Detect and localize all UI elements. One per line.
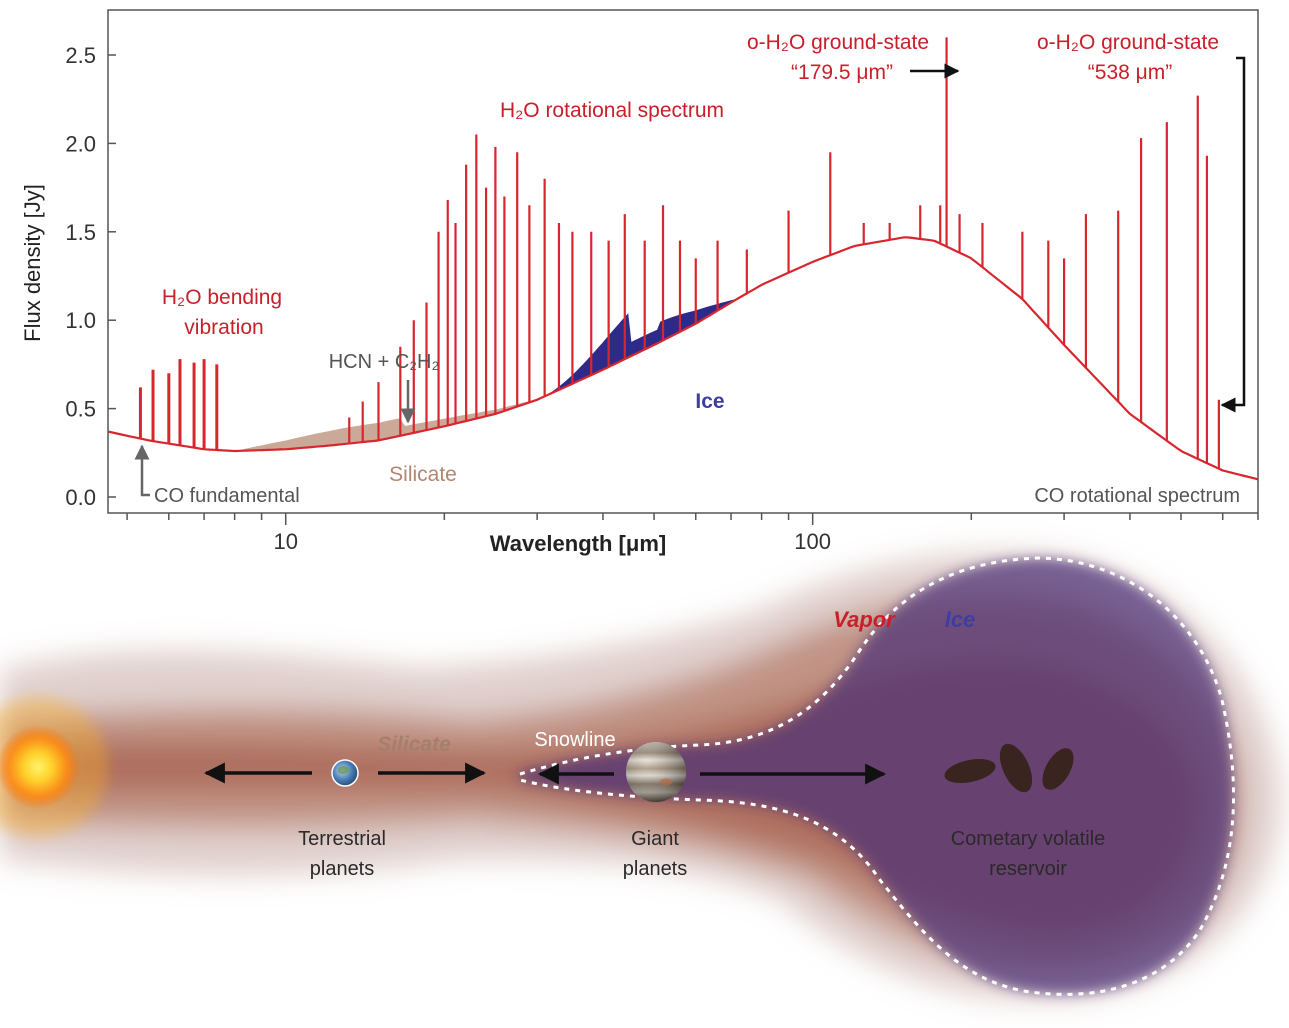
annotation-co-rotational: CO rotational spectrum: [1034, 485, 1240, 507]
diagram-label-giant-1: Giant: [631, 828, 679, 850]
emission-lines: [138, 37, 1220, 469]
annotation-hcn-c2h2: HCN + C₂H₂: [329, 351, 440, 373]
diagram-label-silicate: Silicate: [377, 733, 451, 756]
arrow-538: [1220, 56, 1246, 413]
diagram-label-ice: Ice: [945, 607, 976, 632]
plot-frame: [107, 9, 1259, 514]
jupiter-icon: [626, 742, 686, 802]
y-axis-ticks: 0.0 0.5 1.0 1.5 2.0 2.5: [65, 43, 116, 510]
diagram-label-cometary-1: Cometary volatile: [951, 828, 1106, 850]
earth-icon: [331, 759, 359, 787]
y-tick-label-5: 2.5: [65, 43, 96, 68]
diagram-label-snowline: Snowline: [534, 729, 615, 751]
annotation-h2o-rotational: H₂O rotational spectrum: [500, 99, 724, 122]
y-tick-label-4: 2.0: [65, 131, 96, 156]
disk-diagram: Silicate Snowline Vapor Ice Terrestrial …: [0, 552, 1281, 1001]
y-tick-label-3: 1.5: [65, 220, 96, 245]
annotation-ice: Ice: [695, 390, 724, 413]
comet-icon: [944, 743, 1074, 793]
annotation-o-h2o-538-1: o-H₂O ground-state: [1037, 31, 1219, 54]
annotation-h2o-bending-1: H₂O bending: [162, 286, 282, 309]
diagram-label-giant-2: planets: [623, 858, 688, 880]
x-axis-ticks: 10 100: [126, 513, 1259, 554]
annotation-h2o-bending-2: vibration: [184, 316, 263, 339]
annotation-o-h2o-179-2: “179.5 μm”: [791, 61, 893, 84]
annotation-o-h2o-538-2: “538 μm”: [1088, 61, 1172, 84]
silicate-band: [234, 396, 545, 451]
spectrum-chart: 0.0 0.5 1.0 1.5 2.0 2.5 10 100 Flux density [J…: [20, 9, 1259, 556]
sun-icon: [0, 697, 108, 837]
diagram-label-cometary-2: reservoir: [989, 858, 1067, 880]
x-tick-label-0: 10: [273, 529, 297, 554]
y-tick-label-2: 1.0: [65, 308, 96, 333]
co-fundamental-arrow: [134, 444, 150, 497]
y-axis-title: Flux density [Jy]: [20, 184, 45, 342]
diagram-label-terrestrial-2: planets: [310, 858, 375, 880]
ice-band: [544, 298, 738, 397]
y-tick-label-0: 0.0: [65, 485, 96, 510]
x-tick-label-1: 100: [794, 529, 831, 554]
annotation-co-fundamental: CO fundamental: [154, 485, 300, 507]
x-axis-title: Wavelength [μm]: [490, 531, 666, 556]
diagram-label-vapor: Vapor: [833, 607, 896, 632]
continuum-line: [107, 236, 1259, 481]
annotation-o-h2o-179-1: o-H₂O ground-state: [747, 31, 929, 54]
diagram-label-terrestrial-1: Terrestrial: [298, 828, 386, 850]
annotation-silicate: Silicate: [389, 463, 457, 486]
y-tick-label-1: 0.5: [65, 397, 96, 422]
